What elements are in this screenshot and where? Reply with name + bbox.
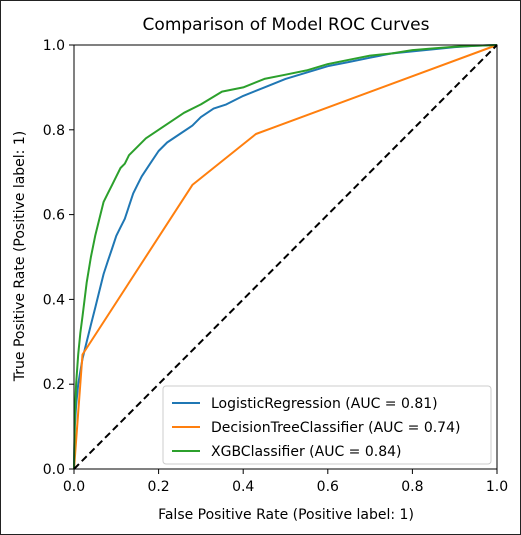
y-tick-label: 0.6 — [43, 208, 65, 224]
y-tick-label: 0.4 — [43, 292, 65, 308]
y-tick-label: 0.0 — [43, 462, 65, 478]
legend-entry-label: XGBClassifier (AUC = 0.84) — [211, 444, 401, 460]
x-tick-label: 1.0 — [486, 479, 508, 495]
legend-entry-label: LogisticRegression (AUC = 0.81) — [211, 396, 438, 412]
x-tick-label: 0.0 — [63, 479, 85, 495]
y-tick-label: 0.8 — [43, 123, 65, 139]
x-tick-label: 0.6 — [317, 479, 339, 495]
y-tick-label: 0.2 — [43, 377, 65, 393]
legend: LogisticRegression (AUC = 0.81) DecisionT… — [163, 386, 491, 464]
y-axis: 0.0 0.2 0.4 0.6 0.8 1.0 — [43, 38, 74, 478]
x-tick-label: 0.2 — [147, 479, 169, 495]
y-axis-label: True Positive Rate (Positive label: 1) — [12, 131, 28, 382]
chart-title: Comparison of Model ROC Curves — [143, 15, 430, 35]
x-tick-label: 0.4 — [232, 479, 254, 495]
x-axis: 0.0 0.2 0.4 0.6 0.8 1.0 — [63, 469, 508, 495]
x-axis-label: False Positive Rate (Positive label: 1) — [158, 507, 414, 523]
y-tick-label: 1.0 — [43, 38, 65, 54]
x-tick-label: 0.8 — [401, 479, 423, 495]
legend-entry-label: DecisionTreeClassifier (AUC = 0.74) — [211, 420, 460, 436]
